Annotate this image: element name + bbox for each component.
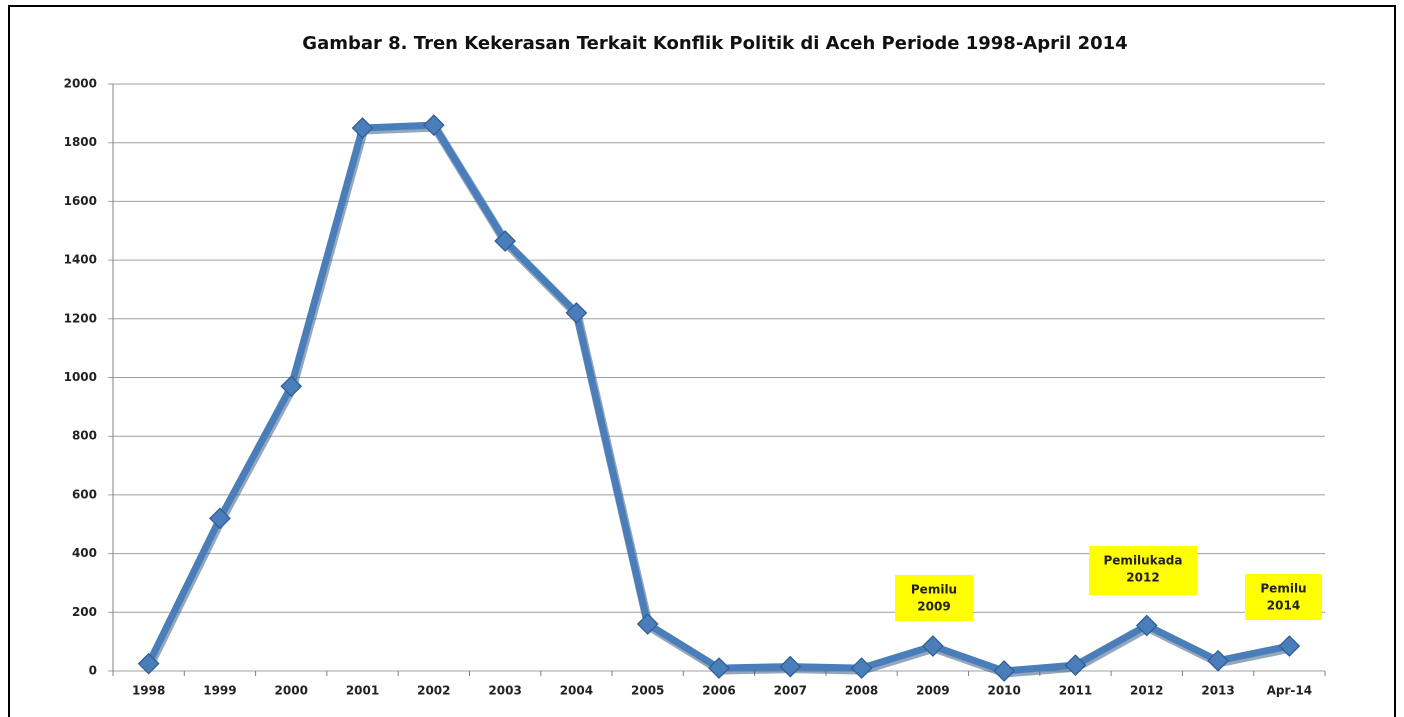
point bbox=[280, 375, 303, 398]
x-tick-label: 2005 bbox=[631, 684, 664, 698]
y-tick-label: 1600 bbox=[64, 194, 97, 208]
chart-title: Gambar 8. Tren Kekerasan Terkait Konflik… bbox=[302, 33, 1127, 54]
y-tick-label: 600 bbox=[72, 487, 97, 501]
x-tick-label: 2011 bbox=[1059, 684, 1092, 698]
y-tick-label: 1400 bbox=[64, 253, 97, 267]
point bbox=[209, 507, 231, 530]
point bbox=[1278, 635, 1301, 657]
x-tick-label: 2004 bbox=[560, 684, 593, 698]
x-tick-label: 2012 bbox=[1130, 684, 1163, 698]
x-tick-label: 2000 bbox=[275, 684, 308, 698]
point bbox=[1064, 654, 1087, 676]
point bbox=[779, 655, 802, 678]
annotation-text: 2012 bbox=[1126, 571, 1159, 585]
x-tick-label: 2013 bbox=[1201, 684, 1234, 698]
point bbox=[1207, 649, 1229, 672]
annotation-box bbox=[1245, 574, 1322, 620]
point bbox=[850, 657, 873, 679]
x-tick-label: 2003 bbox=[488, 684, 521, 698]
y-tick-label: 0 bbox=[89, 664, 97, 678]
point bbox=[708, 657, 730, 679]
point bbox=[636, 613, 659, 635]
frame bbox=[8, 5, 1396, 717]
point bbox=[993, 660, 1016, 682]
y-tick-label: 800 bbox=[72, 429, 97, 443]
x-tick-label: Apr-14 bbox=[1267, 684, 1312, 698]
y-tick-label: 1000 bbox=[64, 370, 97, 384]
y-tick-label: 2000 bbox=[64, 77, 97, 91]
point bbox=[565, 302, 588, 324]
point bbox=[137, 652, 160, 675]
point bbox=[1135, 614, 1158, 637]
x-tick-label: 1998 bbox=[132, 684, 165, 698]
annotation-text: Pemilukada bbox=[1104, 554, 1183, 568]
annotation-box bbox=[1089, 546, 1197, 595]
point bbox=[922, 635, 944, 657]
x-tick-label: 2008 bbox=[845, 684, 878, 698]
y-tick-label: 200 bbox=[72, 605, 97, 619]
y-tick-label: 1200 bbox=[64, 311, 97, 325]
y-tick-label: 1800 bbox=[64, 135, 97, 149]
annotation-text: 2014 bbox=[1267, 599, 1300, 613]
x-tick-label: 1999 bbox=[203, 684, 236, 698]
x-tick-label: 2010 bbox=[987, 684, 1020, 698]
x-tick-label: 2009 bbox=[916, 684, 949, 698]
annotation-text: Pemilu bbox=[911, 583, 957, 597]
x-tick-label: 2007 bbox=[774, 684, 807, 698]
point bbox=[494, 230, 516, 252]
y-tick-label: 400 bbox=[72, 546, 97, 560]
x-tick-label: 2001 bbox=[346, 684, 379, 698]
point bbox=[351, 117, 374, 139]
annotation-text: 2009 bbox=[917, 600, 950, 614]
annotation-box bbox=[895, 575, 973, 621]
x-tick-label: 2002 bbox=[417, 684, 450, 698]
annotation-text: Pemilu bbox=[1260, 582, 1306, 596]
point bbox=[422, 114, 445, 136]
x-tick-label: 2006 bbox=[702, 684, 735, 698]
